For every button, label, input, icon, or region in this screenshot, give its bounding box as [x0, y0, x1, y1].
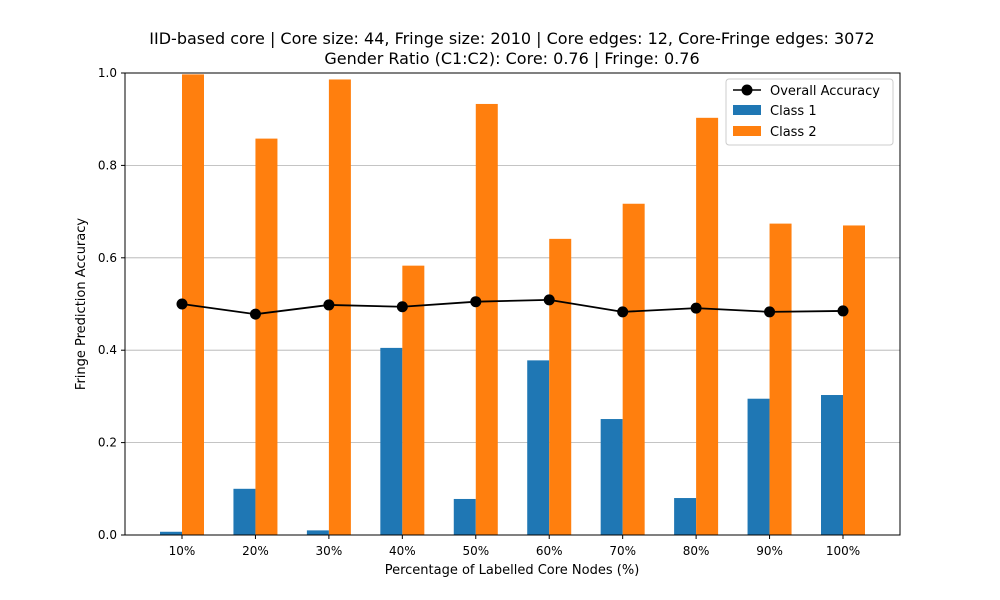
overall-accuracy-point [543, 294, 555, 306]
bar-class-2 [769, 223, 792, 535]
bar-class-1 [233, 488, 256, 535]
legend-swatch-class-2 [733, 126, 761, 136]
legend-label-class-2: Class 2 [770, 125, 817, 140]
bar-class-1 [160, 531, 182, 535]
legend-item-class-1: Class 1 [733, 104, 817, 119]
bar-class-1 [380, 347, 403, 535]
y-tick-label: 0.8 [98, 158, 117, 172]
bar-class-2 [402, 265, 425, 535]
x-tick-label: 40% [389, 544, 416, 558]
bar-class-1 [453, 498, 476, 535]
plot-area-frame [124, 72, 901, 536]
legend-marker-swatch [741, 84, 753, 96]
bar-class-1 [600, 419, 623, 535]
y-tick-label: 0.2 [98, 436, 117, 450]
overall-accuracy-point [176, 298, 188, 310]
x-tick-label: 70% [609, 544, 636, 558]
bar-class-2 [475, 103, 498, 535]
y-axis-label: Fringe Prediction Accuracy [74, 218, 89, 390]
overall-accuracy-point [617, 306, 629, 318]
overall-accuracy-point [470, 296, 482, 308]
x-tick-label: 30% [316, 544, 343, 558]
bar-class-1 [306, 530, 329, 535]
line-series [176, 294, 849, 320]
bar-class-2 [255, 138, 278, 535]
legend-label-class-1: Class 1 [770, 104, 817, 119]
bar-class-2 [549, 238, 572, 535]
bar-series [160, 74, 865, 536]
legend-label-overall-accuracy: Overall Accuracy [770, 84, 880, 99]
bar-class-1 [527, 360, 550, 535]
y-tick-label: 1.0 [98, 66, 117, 80]
x-axis-label: Percentage of Labelled Core Nodes (%) [385, 563, 640, 578]
bar-class-2 [622, 203, 645, 535]
bar-class-1 [821, 395, 843, 535]
legend-item-class-2: Class 2 [733, 125, 817, 140]
chart-subtitle: Gender Ratio (C1:C2): Core: 0.76 | Fring… [324, 49, 699, 68]
overall-accuracy-point [837, 305, 849, 317]
legend-box [725, 78, 894, 146]
legend: Overall Accuracy Class 1 Class 2 [725, 78, 894, 146]
overall-accuracy-point [323, 299, 335, 311]
bar-class-2 [843, 225, 865, 535]
y-axis-ticks: 0.0 0.2 0.4 0.6 0.8 1.0 [98, 66, 125, 542]
y-tick-label: 0.0 [98, 528, 117, 542]
chart-title: IID-based core | Core size: 44, Fringe s… [149, 29, 874, 48]
overall-accuracy-point [249, 308, 261, 320]
x-tick-label: 50% [462, 544, 489, 558]
overall-accuracy-line [181, 298, 844, 316]
x-axis-ticks: 10% 20% 30% 40% 50% 60% 70% 80% 90% 100% [169, 535, 860, 558]
overall-accuracy-point [764, 306, 776, 318]
x-tick-label: 20% [242, 544, 269, 558]
x-tick-label: 80% [683, 544, 710, 558]
x-tick-label: 60% [536, 544, 563, 558]
x-tick-label: 90% [756, 544, 783, 558]
legend-swatch-class-1 [733, 105, 761, 115]
x-tick-label: 10% [169, 544, 196, 558]
bar-class-2 [696, 117, 719, 536]
x-tick-label: 100% [826, 544, 860, 558]
bar-class-2 [328, 79, 351, 535]
bar-class-1 [747, 398, 770, 535]
y-tick-label: 0.6 [98, 251, 117, 265]
y-tick-label: 0.4 [98, 343, 117, 357]
overall-accuracy-point [690, 302, 702, 314]
bar-class-1 [674, 498, 697, 535]
overall-accuracy-point [396, 301, 408, 313]
legend-item-overall-accuracy: Overall Accuracy [733, 84, 880, 99]
